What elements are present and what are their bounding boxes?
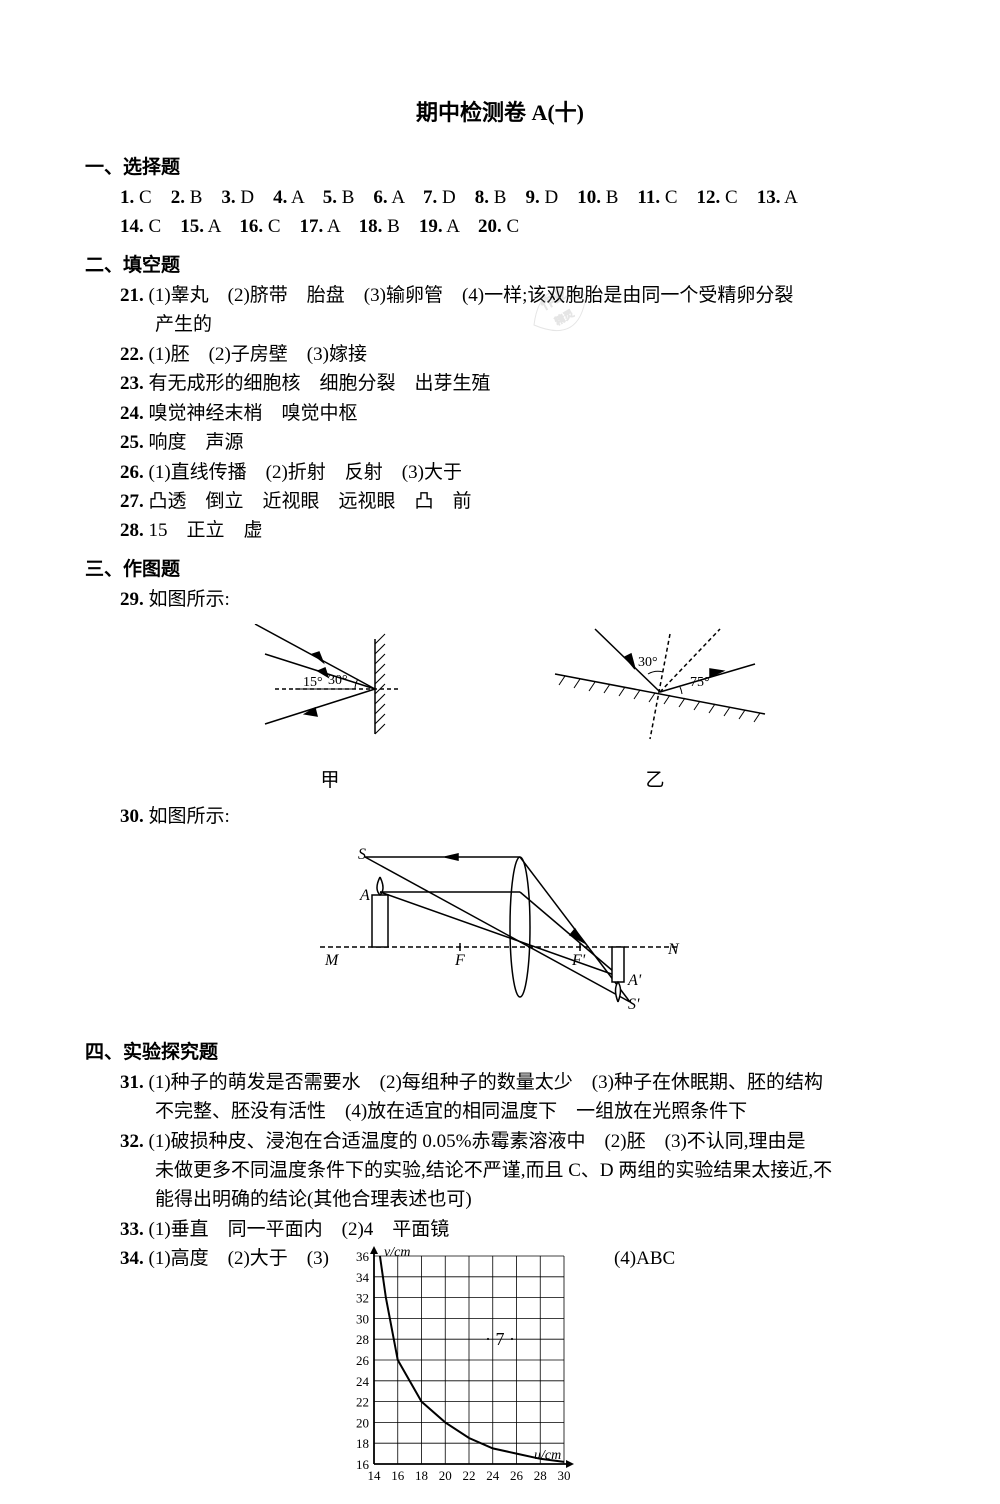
q21-line2: 产生的: [85, 310, 915, 339]
section-3-header: 三、作图题: [85, 554, 915, 581]
q25: 25. 响度 声源: [85, 428, 915, 457]
svg-text:26: 26: [510, 1468, 524, 1483]
svg-text:16: 16: [391, 1468, 405, 1483]
svg-text:14: 14: [367, 1468, 381, 1483]
svg-text:32: 32: [356, 1291, 369, 1306]
label-F: F: [454, 952, 465, 969]
q27: 27. 凸透 倒立 近视眼 远视眼 凸 前: [85, 487, 915, 516]
svg-text:26: 26: [356, 1353, 370, 1368]
figure-30: S A M F F' N A' S': [85, 837, 915, 1017]
label-S: S: [358, 846, 366, 863]
label-M: M: [324, 952, 340, 969]
q26: 26. (1)直线传播 (2)折射 反射 (3)大于: [85, 458, 915, 487]
q34-row: 34. (1)高度 (2)大于 (3) 16 18 20 22 24 26 28 30 32 34…: [85, 1244, 915, 1503]
q29-label: 29. 如图所示:: [85, 585, 915, 614]
angle-30a: 30°: [328, 673, 348, 688]
watermark-stamp: 作业 精灵: [510, 260, 610, 360]
q32-line2: 未做更多不同温度条件下的实验,结论不严谨,而且 C、D 两组的实验结果太接近,不: [85, 1156, 915, 1185]
page-number: · 7 ·: [0, 1329, 1000, 1350]
label-A: A: [359, 887, 370, 904]
label-Ap: A': [627, 972, 642, 989]
svg-text:20: 20: [439, 1468, 452, 1483]
q23: 23. 有无成形的细胞核 细胞分裂 出芽生殖: [85, 369, 915, 398]
figure-29-container: 15° 30° 甲: [85, 624, 915, 792]
q30-label: 30. 如图所示:: [85, 802, 915, 831]
angle-30b: 30°: [638, 655, 658, 670]
section-2-header: 二、填空题: [85, 250, 915, 277]
label-N: N: [667, 941, 680, 958]
q24: 24. 嗅觉神经末梢 嗅觉中枢: [85, 399, 915, 428]
svg-text:18: 18: [415, 1468, 428, 1483]
section-4-header: 四、实验探究题: [85, 1037, 915, 1064]
q31-line2: 不完整、胚没有活性 (4)放在适宜的相同温度下 一组放在光照条件下: [85, 1097, 915, 1126]
q21-line1: 21. (1)睾丸 (2)脐带 胎盘 (3)输卵管 (4)一样;该双胞胎是由同一…: [85, 281, 915, 310]
mc-answers-line2: 14. C 15. A 16. C 17. A 18. B 19. A 20. …: [85, 212, 915, 241]
q22: 22. (1)胚 (2)子房壁 (3)嫁接: [85, 340, 915, 369]
angle-15: 15°: [303, 675, 323, 690]
svg-text:22: 22: [356, 1395, 369, 1410]
q28: 28. 15 正立 虚: [85, 516, 915, 545]
mc-answers-line1: 1. C 2. B 3. D 4. A 5. B 6. A 7. D 8. B …: [85, 183, 915, 212]
section-1-header: 一、选择题: [85, 152, 915, 179]
label-Sp: S': [628, 996, 640, 1013]
svg-text:22: 22: [462, 1468, 475, 1483]
svg-text:36: 36: [356, 1249, 370, 1264]
q33: 33. (1)垂直 同一平面内 (2)4 平面镜: [85, 1215, 915, 1244]
svg-text:28: 28: [534, 1468, 547, 1483]
figure-29-jia: 15° 30° 甲: [225, 624, 435, 792]
page-title: 期中检测卷 A(十): [85, 95, 915, 127]
q34-pre: 34. (1)高度 (2)大于 (3): [120, 1244, 329, 1273]
q34-post: (4)ABC: [614, 1244, 675, 1273]
label-Fp: F': [571, 952, 586, 969]
svg-text:v/cm: v/cm: [384, 1245, 410, 1260]
svg-text:34: 34: [356, 1270, 370, 1285]
fig-label-yi: 乙: [535, 765, 775, 792]
q34-chart: 1618202224262830323436141618202224262830…: [334, 1244, 574, 1503]
figure-29-yi: 30° 75° 乙: [535, 624, 775, 792]
svg-text:24: 24: [356, 1374, 370, 1389]
q32-line1: 32. (1)破损种皮、浸泡在合适温度的 0.05%赤霉素溶液中 (2)胚 (3…: [85, 1127, 915, 1156]
q32-line3: 能得出明确的结论(其他合理表述也可): [85, 1185, 915, 1214]
svg-text:24: 24: [486, 1468, 500, 1483]
svg-text:20: 20: [356, 1416, 369, 1431]
q31-line1: 31. (1)种子的萌发是否需要水 (2)每组种子的数量太少 (3)种子在休眠期…: [85, 1068, 915, 1097]
svg-text:18: 18: [356, 1437, 369, 1452]
svg-text:30: 30: [356, 1312, 369, 1327]
svg-text:30: 30: [557, 1468, 570, 1483]
angle-75: 75°: [690, 675, 710, 690]
svg-text:精灵: 精灵: [552, 307, 576, 328]
fig-label-jia: 甲: [225, 765, 435, 792]
